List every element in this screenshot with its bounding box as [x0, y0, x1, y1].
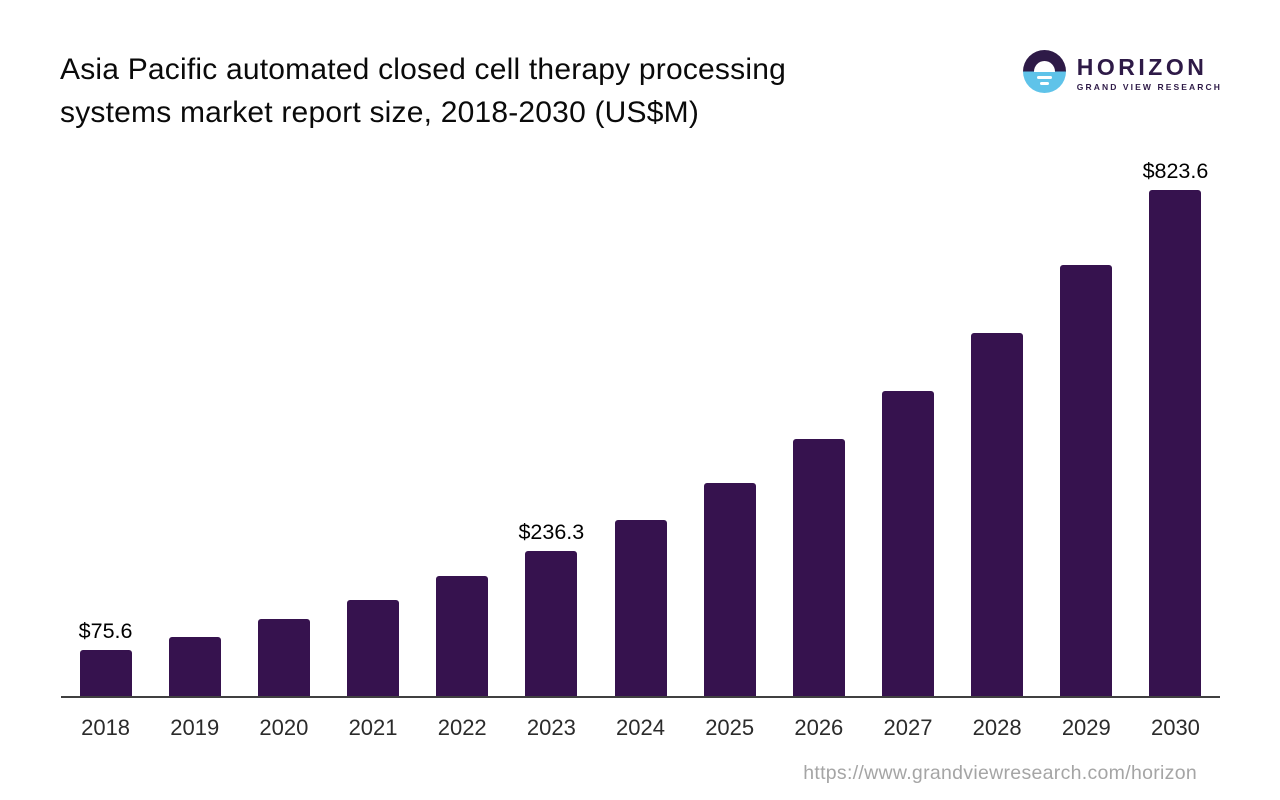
x-axis-label: 2027	[883, 715, 933, 740]
x-axis-label: 2025	[705, 715, 755, 740]
bar-2027	[881, 390, 934, 696]
chart-title-line2: systems market report size, 2018-2030 (U…	[60, 96, 700, 129]
x-axis: 2018 2019 2020 2021 2022 2023 2024 2025 2026 2027…	[61, 698, 1220, 741]
header: Asia Pacific automated closed cell thera…	[60, 48, 1222, 134]
x-axis-label: 2021	[348, 715, 398, 740]
bar-column	[328, 599, 417, 696]
x-axis-label: 2019	[170, 715, 220, 740]
bar-column: $236.3	[507, 520, 596, 696]
bar-2018	[79, 649, 132, 696]
data-label: $75.6	[78, 618, 133, 643]
data-label: $236.3	[518, 519, 585, 544]
chart-title: Asia Pacific automated closed cell thera…	[60, 48, 786, 134]
x-axis-label: 2028	[972, 715, 1022, 740]
bar-column	[953, 332, 1042, 696]
chart-title-line1: Asia Pacific automated closed cell thera…	[60, 53, 786, 86]
x-axis-label: 2022	[437, 715, 487, 740]
bar-column	[596, 520, 685, 696]
x-axis-label: 2020	[259, 715, 309, 740]
bar-column: $823.6	[1131, 159, 1220, 696]
bar-column	[774, 439, 863, 696]
bar-column	[150, 636, 239, 696]
x-axis-label: 2030	[1150, 715, 1200, 740]
logo-text: HORIZON GRAND VIEW RESEARCH	[1077, 50, 1222, 92]
source-url: https://www.grandviewresearch.com/horizo…	[803, 762, 1197, 784]
bar-2021	[347, 599, 400, 696]
logo-subtitle: GRAND VIEW RESEARCH	[1076, 82, 1222, 92]
x-axis-label: 2023	[526, 715, 576, 740]
bar-2022	[436, 575, 489, 696]
bar-2030	[1149, 190, 1202, 696]
bar-column	[418, 575, 507, 696]
bar-column	[685, 483, 774, 696]
footer: https://www.grandviewresearch.com/horizo…	[803, 762, 1197, 785]
sunrise-reflection-line	[1036, 76, 1052, 79]
bar-2019	[168, 636, 221, 696]
x-axis-label: 2029	[1061, 715, 1111, 740]
horizon-logo: HORIZON GRAND VIEW RESEARCH	[1022, 50, 1222, 93]
bar-column	[863, 390, 952, 696]
bar-column: $75.6	[61, 619, 150, 696]
sunrise-dome	[1033, 61, 1055, 72]
data-label: $823.6	[1142, 159, 1209, 183]
bar-2020	[257, 619, 310, 696]
bar-2028	[971, 332, 1024, 696]
bar-column	[239, 619, 328, 696]
bar-2024	[614, 520, 667, 696]
plot-area: $75.6 $236.3 $823.6	[61, 150, 1220, 698]
sunrise-reflection-line	[1039, 81, 1049, 85]
bar-2029	[1060, 264, 1113, 696]
x-axis-label: 2026	[794, 715, 844, 740]
bar-column	[1042, 264, 1131, 696]
sunrise-circle-icon	[1022, 50, 1066, 93]
bar-2023	[525, 550, 578, 696]
x-axis-label: 2018	[81, 715, 131, 740]
bar-chart: $75.6 $236.3 $823.6 2018 2019 2020 2021 2022 20…	[61, 150, 1220, 741]
bar-2026	[792, 439, 845, 696]
bar-2025	[703, 483, 756, 696]
x-axis-label: 2024	[616, 715, 665, 740]
logo-brand-name: HORIZON	[1076, 54, 1208, 80]
